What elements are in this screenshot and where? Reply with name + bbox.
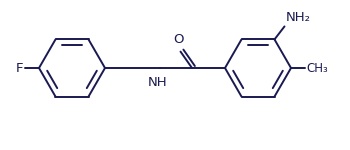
- Text: F: F: [15, 61, 23, 75]
- Text: NH: NH: [148, 76, 168, 89]
- Text: CH₃: CH₃: [306, 61, 328, 75]
- Text: NH₂: NH₂: [286, 11, 310, 24]
- Text: O: O: [173, 33, 184, 46]
